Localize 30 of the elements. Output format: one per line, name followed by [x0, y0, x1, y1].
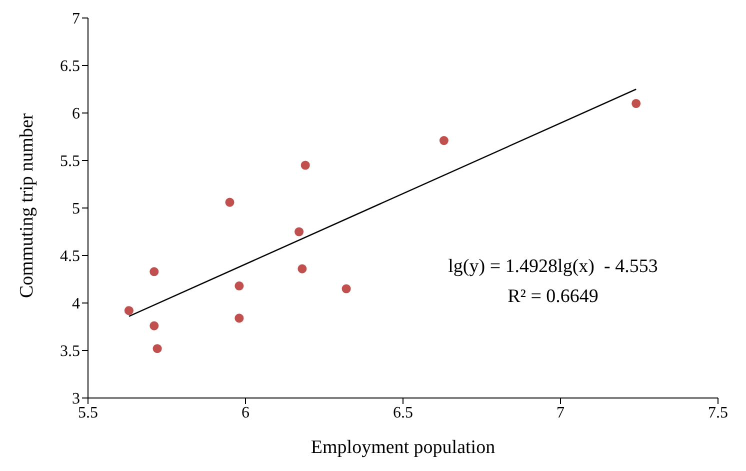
- point: [439, 136, 448, 146]
- point: [150, 321, 159, 330]
- x-tick-label: 6: [242, 404, 250, 422]
- annotation: lg(y) = 1.4928lg(x) - 4.553: [447, 256, 659, 278]
- point: [234, 314, 244, 323]
- point: [342, 284, 351, 294]
- y-tick-label: 5.5: [60, 153, 80, 170]
- y-tick-label: 4: [72, 296, 80, 313]
- point: [298, 264, 307, 274]
- y-axis-title: Commuting trip number: [16, 112, 38, 298]
- point: [150, 267, 159, 276]
- point: [294, 227, 304, 236]
- y-tick-label: 6.5: [60, 58, 80, 76]
- point: [124, 306, 134, 316]
- y-tick-label: 3: [72, 390, 80, 408]
- y-tick-label: 7: [72, 10, 80, 28]
- y-tick-label: 6: [72, 106, 80, 123]
- x-tick-label: 6.5: [393, 404, 413, 422]
- y-tick-label: 4.5: [60, 248, 80, 266]
- y-tick-label: 5: [72, 200, 80, 218]
- point: [152, 344, 162, 354]
- point: [225, 198, 234, 207]
- annotation: R² = 0.6649: [506, 286, 600, 308]
- point: [632, 98, 641, 108]
- y-tick-label: 3.5: [60, 343, 80, 360]
- x-tick-label: 7.5: [708, 404, 728, 422]
- point: [300, 160, 310, 170]
- x-axis-title: Employment population: [310, 437, 496, 458]
- point: [234, 281, 244, 290]
- x-tick-label: 7: [556, 404, 564, 422]
